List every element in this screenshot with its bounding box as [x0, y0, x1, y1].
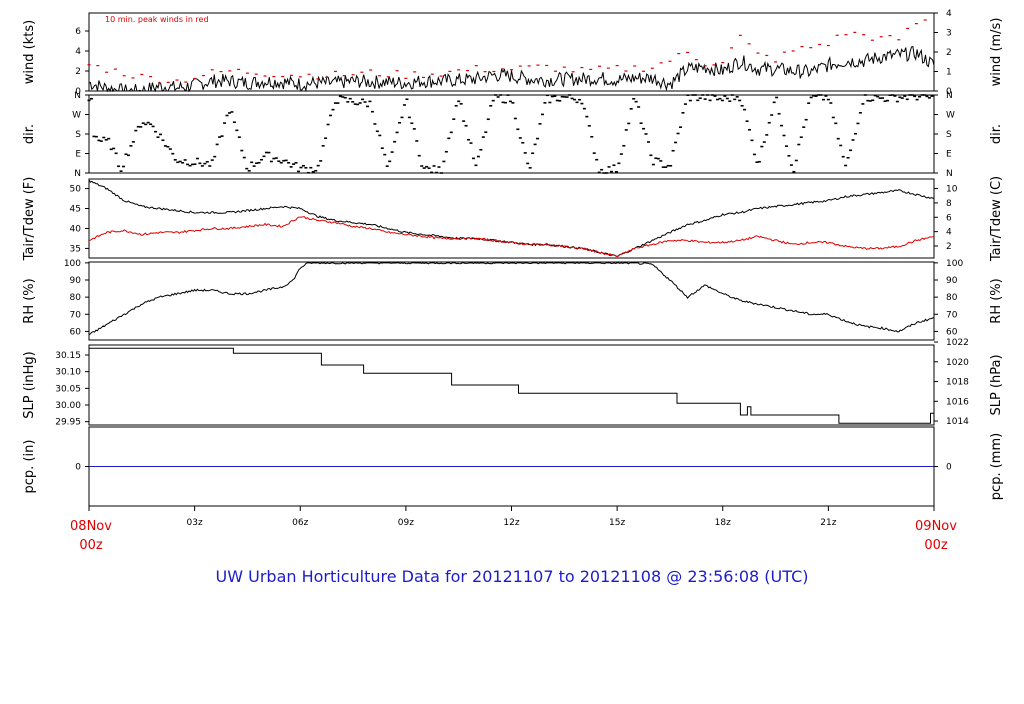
ytick-label-right-dir: N: [946, 91, 953, 101]
ytick-label-pcp: 0: [75, 463, 81, 473]
ytick-label-temp: 50: [70, 185, 82, 195]
ytick-label-right-wind: 3: [946, 29, 952, 39]
ytick-label-dir: S: [75, 130, 81, 140]
ylabel-slp: SLP (inHg): [22, 351, 37, 419]
ytick-label-right-wind: 4: [946, 9, 952, 19]
ylabel-dir: dir.: [22, 124, 37, 144]
ytick-label-right-slp: 1014: [946, 417, 969, 427]
ytick-label-rh: 90: [70, 276, 82, 286]
xtick-label: 15z: [609, 518, 625, 528]
ylabel-right-slp: SLP (hPa): [989, 354, 1004, 415]
ytick-label-rh: 80: [70, 293, 82, 303]
ytick-label-right-slp: 1016: [946, 397, 969, 407]
ytick-label-right-dir: W: [946, 111, 955, 121]
ylabel-wind: wind (kts): [22, 20, 37, 84]
ytick-label-right-rh: 60: [946, 327, 958, 337]
x-end-date: 09Nov: [915, 519, 957, 534]
x-start-hour: 00z: [79, 538, 103, 553]
ytick-label-right-slp: 1020: [946, 358, 969, 368]
ylabel-right-dir: dir.: [989, 124, 1004, 144]
ytick-label-right-dir: S: [946, 130, 952, 140]
x-start-date: 08Nov: [70, 519, 112, 534]
ylabel-right-rh: RH (%): [989, 278, 1004, 323]
xtick-label: 09z: [398, 518, 414, 528]
ytick-label-wind: 0: [75, 87, 81, 97]
ytick-label-right-slp: 1022: [946, 338, 969, 348]
ytick-label-right-pcp: 0: [946, 463, 952, 473]
series-line-slp-slp: [89, 347, 934, 424]
ytick-label-temp: 45: [70, 205, 81, 215]
ytick-label-right-dir: E: [946, 150, 952, 160]
xtick-label: 12z: [503, 518, 519, 528]
ytick-label-right-rh: 100: [946, 259, 963, 269]
ylabel-right-temp: Tair/Tdew (C): [989, 176, 1004, 262]
ytick-label-right-rh: 90: [946, 276, 958, 286]
ytick-label-wind: 4: [75, 47, 81, 57]
ytick-label-dir: E: [75, 150, 81, 160]
ylabel-right-pcp: pcp. (mm): [989, 433, 1004, 500]
ylabel-rh: RH (%): [22, 278, 37, 323]
ytick-label-temp: 40: [70, 224, 82, 234]
ytick-label-right-temp: 2: [946, 242, 952, 252]
ytick-label-right-rh: 80: [946, 293, 958, 303]
xtick-label: 03z: [187, 518, 203, 528]
x-end-hour: 00z: [924, 538, 948, 553]
series-line-temp-tair: [88, 179, 935, 257]
ytick-label-rh: 70: [70, 310, 82, 320]
peak-wind-annotation: 10 min. peak winds in red: [105, 15, 209, 24]
ytick-label-slp: 29.95: [55, 418, 81, 428]
series-line-rh-rh: [88, 262, 935, 336]
ytick-label-right-slp: 1018: [946, 378, 969, 388]
ytick-label-right-temp: 8: [946, 199, 952, 209]
chart-title: UW Urban Horticulture Data for 20121107 …: [216, 567, 809, 586]
ytick-label-slp: 30.15: [55, 351, 81, 361]
ytick-label-wind: 6: [75, 27, 81, 37]
ytick-label-dir: N: [74, 91, 81, 101]
ytick-label-slp: 30.00: [55, 401, 81, 411]
series-line-temp-tdew: [88, 216, 935, 258]
ytick-label-right-wind: 1: [946, 68, 952, 78]
ytick-label-dir: W: [72, 111, 81, 121]
panel-frame-wind: [88, 12, 935, 92]
ytick-label-right-rh: 70: [946, 310, 958, 320]
ytick-label-right-dir: N: [946, 169, 953, 179]
ytick-label-wind: 2: [75, 67, 81, 77]
xtick-label: 21z: [820, 518, 836, 528]
ytick-label-right-temp: 4: [946, 228, 952, 238]
ytick-label-slp: 30.05: [55, 384, 81, 394]
series-line-wind-wind: [88, 45, 935, 93]
panel-frame-slp: [88, 344, 935, 426]
ytick-label-temp: 35: [70, 244, 81, 254]
ytick-label-right-wind: 0: [946, 87, 952, 97]
panel-frame-temp: [88, 178, 935, 259]
ytick-label-right-temp: 10: [946, 185, 958, 195]
ytick-label-rh: 100: [64, 259, 81, 269]
xtick-label: 06z: [292, 518, 308, 528]
ytick-label-right-temp: 6: [946, 213, 952, 223]
ytick-label-dir: N: [74, 169, 81, 179]
xtick-label: 18z: [715, 518, 731, 528]
ytick-label-rh: 60: [70, 327, 82, 337]
ylabel-right-wind: wind (m/s): [989, 18, 1004, 87]
panel-frame-dir: [88, 94, 935, 174]
ylabel-pcp: pcp. (in): [22, 440, 37, 494]
ytick-label-right-wind: 2: [946, 48, 952, 58]
ytick-label-slp: 30.10: [55, 368, 81, 378]
panel-frame-rh: [88, 261, 935, 341]
ylabel-temp: Tair/Tdew (F): [22, 177, 37, 262]
